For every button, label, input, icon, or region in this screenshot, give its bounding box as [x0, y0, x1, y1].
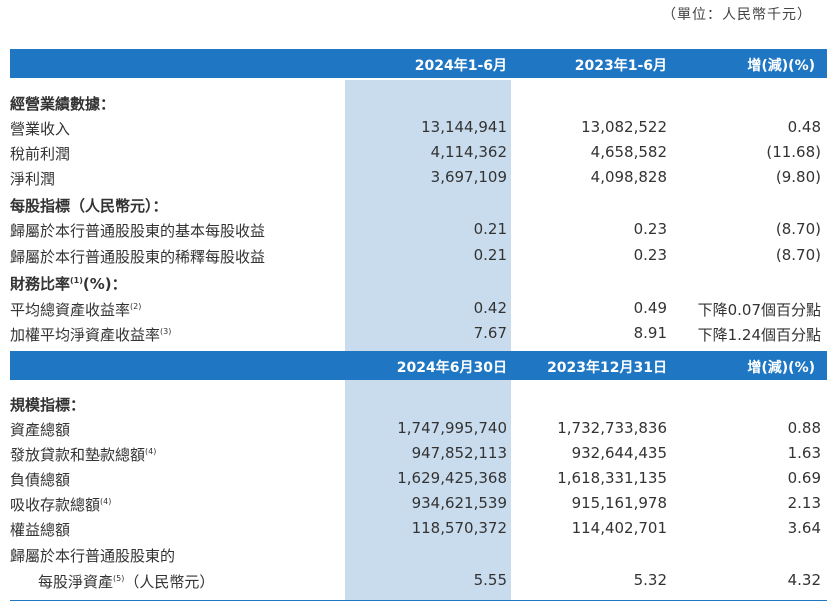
header-col-2024-06-30: 2024年6月30日 — [396, 360, 507, 376]
table-row: 權益總額 118,570,372 114,402,701 3.64 — [10, 519, 821, 539]
table-row: 每股淨資產(5)（人民幣元） 5.55 5.32 4.32 — [38, 571, 821, 591]
section-title-operating: 經營業績數據： — [10, 95, 116, 113]
header-col-change-2: 增(減)(%) — [747, 360, 815, 376]
table-row: 吸收存款總額(4) 934,621,539 915,161,978 2.13 — [10, 494, 821, 514]
header-col-2023-12-31: 2023年12月31日 — [547, 360, 667, 376]
section-title-per-share: 每股指標（人民幣元）： — [10, 197, 168, 215]
current-period-column-highlight — [345, 80, 511, 600]
header-col-2023h1: 2023年1-6月 — [574, 58, 667, 74]
table-row: 加權平均淨資產收益率(3) 7.67 8.91 下降1.24個百分點 — [10, 324, 821, 344]
table-row: 資產總額 1,747,995,740 1,732,733,836 0.88 — [10, 419, 821, 439]
table-row: 平均總資產收益率(2) 0.42 0.49 下降0.07個百分點 — [10, 299, 821, 319]
table-row: 歸屬於本行普通股股東的稀釋每股收益 0.21 0.23 (8.70) — [10, 246, 821, 266]
header-col-change: 增(減)(%) — [747, 58, 815, 74]
table-row-label-line1: 歸屬於本行普通股股東的 — [10, 547, 176, 565]
table-header-balance: 2024年6月30日 2023年12月31日 增(減)(%) — [10, 351, 827, 380]
table-row: 負債總額 1,629,425,368 1,618,331,135 0.69 — [10, 469, 821, 489]
table-header-period: 2024年1-6月 2023年1-6月 增(減)(%) — [10, 49, 827, 78]
table-row: 稅前利潤 4,114,362 4,658,582 (11.68) — [10, 143, 821, 163]
section-title-ratios: 財務比率(1)(%)： — [10, 275, 127, 293]
table-row: 發放貸款和墊款總額(4) 947,852,113 932,644,435 1.6… — [10, 444, 821, 464]
header-col-2024h1: 2024年1-6月 — [414, 58, 507, 74]
unit-note: （單位：人民幣千元） — [662, 7, 812, 23]
table-row: 歸屬於本行普通股股東的基本每股收益 0.21 0.23 (8.70) — [10, 220, 821, 240]
table-row: 營業收入 13,144,941 13,082,522 0.48 — [10, 118, 821, 138]
table-row: 淨利潤 3,697,109 4,098,828 (9.80) — [10, 168, 821, 188]
section-title-scale: 規模指標： — [10, 396, 86, 414]
table-bottom-rule — [10, 600, 827, 601]
